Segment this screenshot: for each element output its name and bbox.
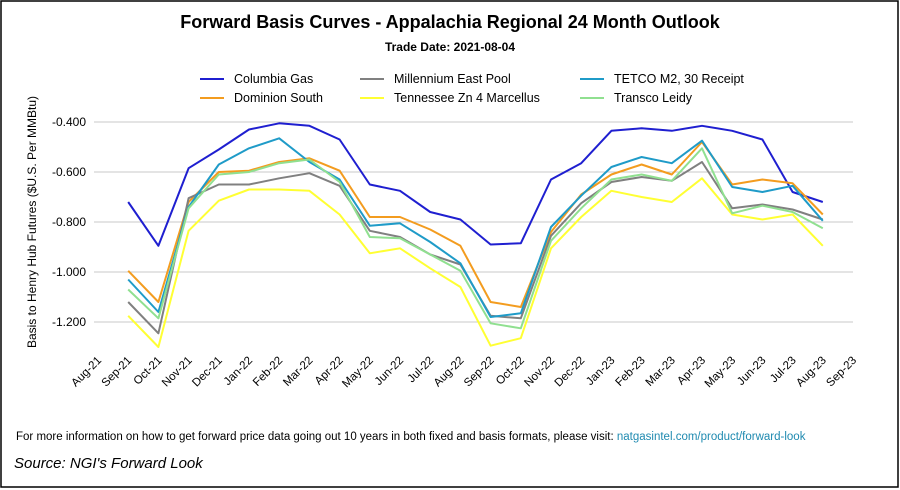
legend-label: Transco Leidy xyxy=(614,91,693,105)
series-line xyxy=(127,137,824,318)
chart-subtitle: Trade Date: 2021-08-04 xyxy=(385,40,515,54)
footnote: For more information on how to get forwa… xyxy=(16,431,806,443)
legend-label: TETCO M2, 30 Receipt xyxy=(614,72,744,86)
series-line xyxy=(127,147,824,330)
legend-label: Dominion South xyxy=(234,91,323,105)
footnote-text: For more information on how to get forwa… xyxy=(16,431,617,443)
legend-label: Millennium East Pool xyxy=(394,72,511,86)
link[interactable]: natgasintel.com/product/forward-look xyxy=(617,431,806,443)
series-line xyxy=(127,122,824,247)
legend-label: Columbia Gas xyxy=(234,72,313,86)
series-line xyxy=(127,177,824,348)
y-tick-label: -1.000 xyxy=(52,265,86,279)
legend-label: Tennessee Zn 4 Marcellus xyxy=(394,91,540,105)
y-tick-label: -1.200 xyxy=(52,315,86,329)
y-tick-label: -0.400 xyxy=(52,115,86,129)
y-tick-label: -0.600 xyxy=(52,165,86,179)
y-tick-label: -0.800 xyxy=(52,215,86,229)
source: Source: NGI's Forward Look xyxy=(14,455,204,472)
y-axis-label: Basis to Henry Hub Futures ($U.S. Per MM… xyxy=(25,96,39,348)
chart-title: Forward Basis Curves - Appalachia Region… xyxy=(180,12,720,32)
